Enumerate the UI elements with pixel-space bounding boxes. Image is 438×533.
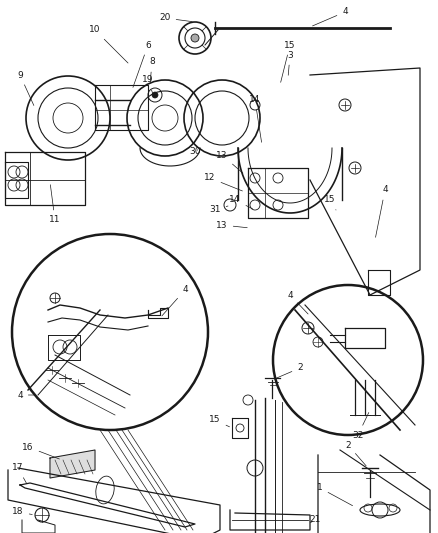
Text: 2: 2 bbox=[275, 364, 303, 379]
Text: 3: 3 bbox=[287, 51, 293, 75]
Text: 15: 15 bbox=[209, 416, 230, 427]
Text: 20: 20 bbox=[159, 13, 192, 22]
Text: 31: 31 bbox=[209, 206, 228, 214]
Text: 1: 1 bbox=[317, 483, 353, 506]
Circle shape bbox=[152, 92, 158, 98]
Text: 9: 9 bbox=[17, 70, 34, 106]
Text: 10: 10 bbox=[89, 26, 128, 63]
Text: 6: 6 bbox=[133, 41, 151, 87]
Text: 4: 4 bbox=[313, 7, 348, 26]
Text: 19: 19 bbox=[142, 76, 154, 98]
Text: 11: 11 bbox=[49, 185, 61, 224]
Text: 4: 4 bbox=[375, 185, 388, 237]
Text: 4: 4 bbox=[17, 391, 35, 400]
Text: 15: 15 bbox=[281, 41, 296, 82]
Polygon shape bbox=[50, 450, 95, 478]
Text: 15: 15 bbox=[324, 196, 336, 210]
Text: 12: 12 bbox=[204, 174, 242, 191]
Text: 30: 30 bbox=[189, 148, 201, 157]
Circle shape bbox=[191, 34, 199, 42]
Text: 4: 4 bbox=[287, 290, 308, 314]
Text: 8: 8 bbox=[149, 58, 155, 82]
Text: 16: 16 bbox=[22, 442, 60, 459]
Text: 21: 21 bbox=[309, 515, 321, 524]
Text: 18: 18 bbox=[12, 507, 32, 516]
Text: 13: 13 bbox=[216, 221, 247, 230]
Text: 14: 14 bbox=[230, 196, 253, 209]
Text: 17: 17 bbox=[12, 464, 27, 483]
Text: 32: 32 bbox=[352, 413, 369, 440]
Text: 2: 2 bbox=[345, 440, 366, 466]
Text: 14: 14 bbox=[249, 95, 261, 142]
Text: 13: 13 bbox=[216, 150, 243, 173]
Text: 4: 4 bbox=[162, 286, 188, 316]
